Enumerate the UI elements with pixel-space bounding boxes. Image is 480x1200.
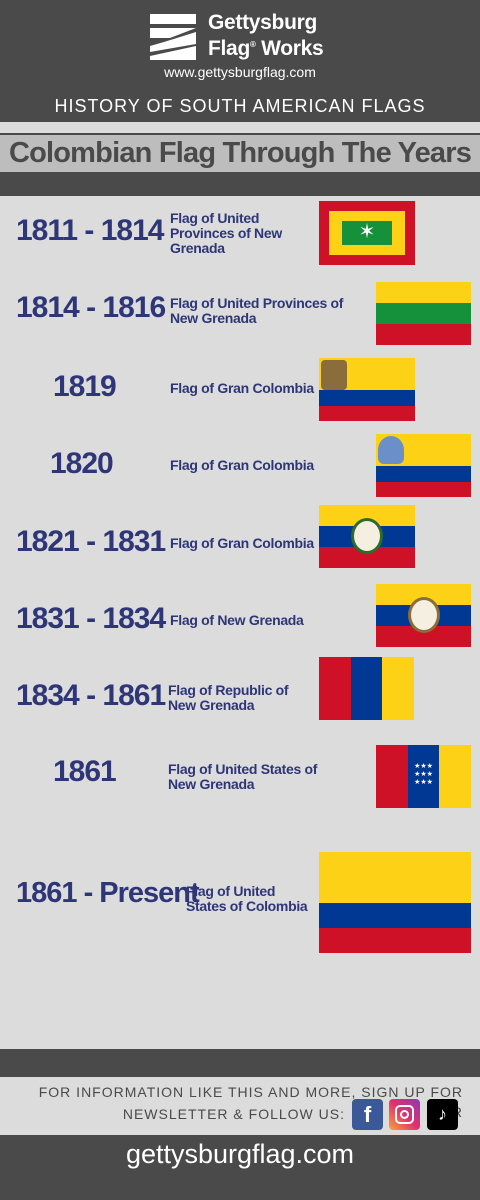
entry-description: Flag of United Provinces of New Grenada [170, 295, 344, 326]
entry-years: 1814 - 1816 [16, 291, 166, 324]
flag-1821 [319, 505, 415, 568]
page-subtitle: HISTORY OF SOUTH AMERICAN FLAGS [54, 96, 426, 116]
coat-of-arms-icon [378, 436, 404, 464]
flag-1819 [319, 358, 415, 421]
flag-1820 [376, 434, 471, 497]
entry-years: 1834 - 1861 [16, 679, 166, 712]
flag-1811: ✶ [319, 201, 415, 265]
footer-bar [0, 1135, 480, 1200]
entry-description: Flag of United States of Colombia [186, 883, 308, 914]
newsletter-text-line-2: NEWSLETTER & FOLLOW US: [122, 1106, 345, 1122]
page-title: Colombian Flag Through The Years [8, 137, 472, 169]
entry-description: Flag of New Grenada [170, 612, 304, 628]
entry-years: 1861 [53, 755, 117, 788]
entry-years: 1811 - 1814 [16, 214, 164, 247]
coat-of-arms-icon [408, 597, 440, 633]
brand-name: Gettysburg Flag® Works [208, 11, 324, 60]
flag-logo-icon [150, 14, 196, 60]
entry-years: 1831 - 1834 [16, 602, 166, 635]
flag-present [319, 852, 471, 953]
footer-url[interactable]: gettysburgflag.com [125, 1139, 355, 1169]
star-icon: ✶ [358, 221, 376, 243]
flag-1831 [376, 584, 471, 647]
entry-years: 1861 - Present [16, 877, 200, 909]
brand-flag: Flag [208, 37, 250, 60]
brand-line-2: Flag® Works [208, 34, 324, 60]
coat-of-arms-icon [321, 360, 347, 390]
website-url[interactable]: www.gettysburgflag.com [164, 64, 316, 80]
entry-description: Flag of United States of New Grenada [168, 761, 318, 792]
header: Gettysburg Flag® Works www.gettysburgfla… [0, 0, 480, 122]
tiktok-icon[interactable]: ♪ [427, 1099, 458, 1130]
coat-of-arms-icon [351, 518, 383, 554]
entry-description: Flag of Republic of New Grenada [168, 682, 289, 713]
brand-line-1: Gettysburg [208, 11, 318, 34]
entry-years: 1820 [50, 447, 114, 480]
entry-description: Flag of Gran Colombia [170, 380, 314, 396]
entry-years: 1821 - 1831 [16, 525, 166, 558]
entry-description: Flag of United Provinces of New Grenada [170, 210, 282, 256]
facebook-icon[interactable]: f [352, 1099, 383, 1130]
title-bar: Colombian Flag Through The Years [0, 133, 480, 174]
registered-mark: ® [249, 40, 256, 49]
footer-divider [0, 1049, 480, 1077]
brand-works: Works [261, 37, 324, 60]
entry-years: 1819 [53, 370, 117, 403]
flag-1814 [376, 282, 471, 345]
flag-1861: ★★★ ★★★ ★★★ [376, 745, 471, 808]
flag-1834 [319, 657, 414, 720]
instagram-icon[interactable] [389, 1099, 420, 1130]
stars-icon: ★★★ ★★★ ★★★ [414, 763, 433, 786]
entry-description: Flag of Gran Colombia [170, 535, 314, 551]
entry-description: Flag of Gran Colombia [170, 457, 314, 473]
divider-band [0, 174, 480, 196]
